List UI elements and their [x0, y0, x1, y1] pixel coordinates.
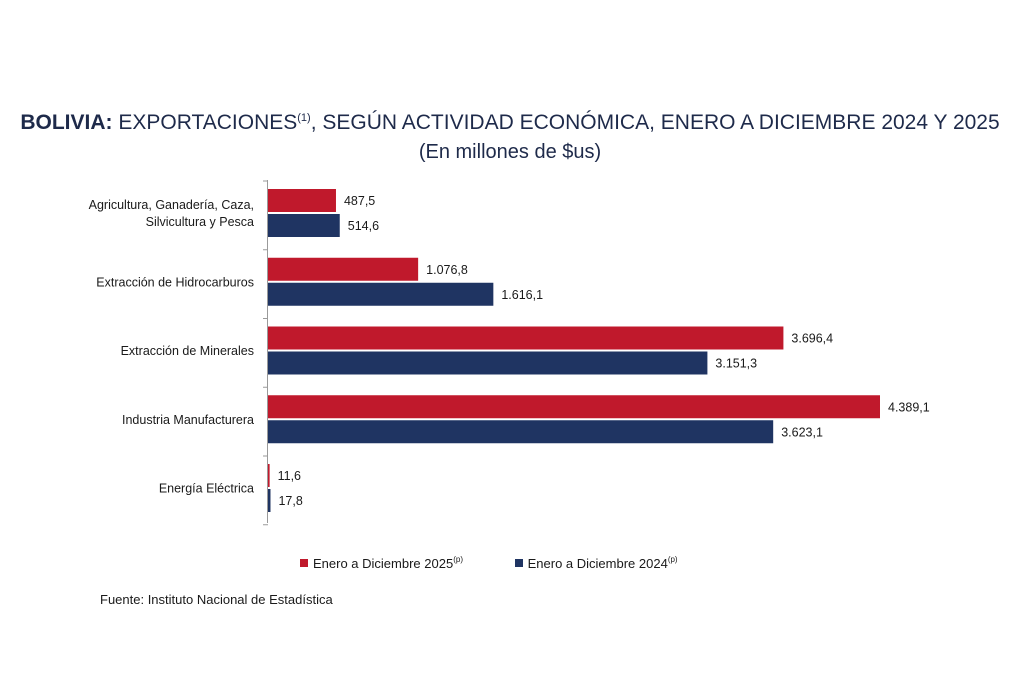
data-label-2025: 1.076,8 — [426, 263, 468, 277]
chart-subtitle: (En millones de $us) — [418, 141, 602, 163]
title-rest: , SEGÚN ACTIVIDAD ECONÓMICA, ENERO A DIC… — [310, 111, 1000, 134]
legend-item-2025: Enero a Diciembre 2025(p) — [300, 555, 463, 571]
legend-label-2024: Enero a Diciembre 2024 — [527, 556, 668, 571]
category-label: Industria Manufacturera — [122, 413, 254, 427]
bar-2025 — [268, 189, 336, 212]
title-footnote-mark: (1) — [297, 112, 311, 124]
bar-2024 — [268, 489, 271, 512]
chart-title: BOLIVIA: EXPORTACIONES(1), SEGÚN ACTIVID… — [0, 104, 1020, 137]
bar-2024 — [268, 351, 708, 375]
data-label-2025: 487,5 — [344, 194, 375, 208]
legend-sup-2024: (p) — [667, 555, 678, 564]
category-label: Extracción de Minerales — [121, 344, 254, 358]
bar-2024 — [268, 214, 340, 237]
category-label: Agricultura, Ganadería, Caza, — [89, 198, 254, 212]
bar-2024 — [268, 282, 494, 306]
legend-label-2025: Enero a Diciembre 2025 — [313, 556, 454, 571]
bar-2025 — [268, 326, 784, 350]
data-label-2024: 3.623,1 — [781, 425, 823, 439]
legend-sup-2025: (p) — [453, 555, 463, 564]
category-label: Silvicultura y Pesca — [146, 215, 254, 229]
title-main: EXPORTACIONES — [112, 111, 298, 134]
legend-swatch-2025 — [300, 559, 308, 567]
bar-2025 — [268, 464, 270, 487]
category-label: Extracción de Hidrocarburos — [96, 275, 254, 289]
data-label-2025: 4.389,1 — [888, 400, 930, 414]
data-label-2025: 3.696,4 — [791, 332, 833, 346]
legend: Enero a Diciembre 2025(p) Enero a Diciem… — [300, 555, 726, 571]
data-label-2024: 17,8 — [278, 494, 302, 508]
title-country: BOLIVIA: — [20, 111, 113, 134]
data-label-2024: 3.151,3 — [715, 357, 757, 371]
data-label-2024: 1.616,1 — [501, 288, 543, 302]
source-note: Fuente: Instituto Nacional de Estadístic… — [100, 592, 333, 607]
bar-2025 — [268, 395, 880, 419]
bar-2025 — [268, 257, 419, 281]
data-label-2024: 514,6 — [348, 219, 379, 233]
category-label: Energía Eléctrica — [159, 482, 254, 496]
legend-swatch-2024 — [514, 559, 523, 567]
legend-item-2024: Enero a Diciembre 2024(p) — [514, 555, 678, 571]
bar-2024 — [268, 420, 774, 444]
data-label-2025: 11,6 — [278, 469, 301, 483]
